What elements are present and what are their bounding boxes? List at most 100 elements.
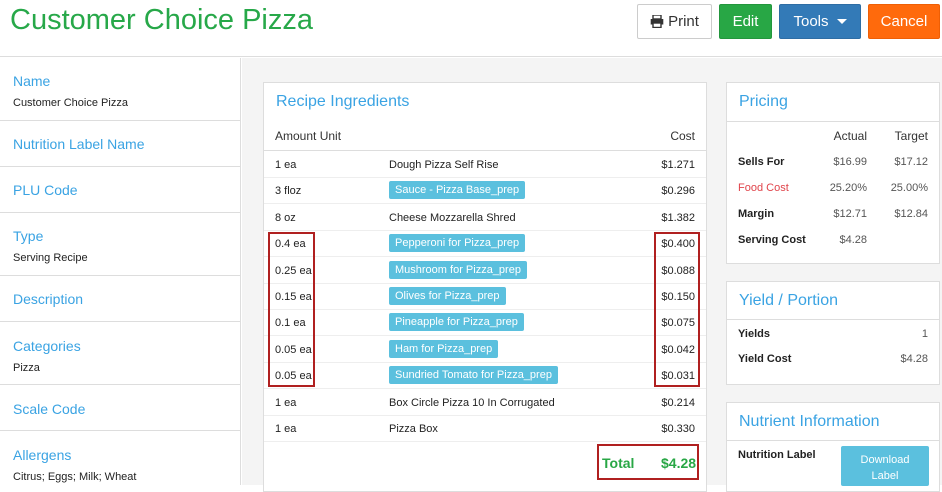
amount-highlight-box: [268, 232, 315, 387]
pricing-row: Margin $12.71 $12.84: [727, 208, 939, 228]
tools-dropdown-button[interactable]: Tools: [779, 4, 861, 39]
ingredient-amount: 0.05 ea: [275, 370, 312, 383]
ingredient-cost: $0.296: [661, 185, 695, 198]
total-highlight-box: [597, 444, 699, 480]
field-label: Allergens: [13, 447, 72, 463]
page-title: Customer Choice Pizza: [10, 4, 313, 36]
field-value: Citrus; Eggs; Milk; Wheat: [13, 471, 137, 483]
field-value: Serving Recipe: [13, 252, 88, 264]
field-allergens: Allergens Citrus; Eggs; Milk; Wheat: [0, 431, 240, 491]
edit-button[interactable]: Edit: [719, 4, 772, 39]
ingredient-row: 0.05 ea Sundried Tomato for Pizza_prep $0.…: [264, 363, 706, 390]
field-type: Type Serving Recipe: [0, 213, 240, 276]
field-name: Name Customer Choice Pizza: [0, 58, 240, 121]
column-target: Target: [894, 129, 928, 143]
ingredient-name: Box Circle Pizza 10 In Corrugated: [389, 396, 555, 409]
field-label: Type: [13, 228, 44, 244]
pricing-label: Sells For: [738, 156, 785, 168]
recipe-details-sidebar: Name Customer Choice Pizza Nutrition Lab…: [0, 58, 241, 485]
prep-recipe-link[interactable]: Ham for Pizza_prep: [389, 339, 499, 358]
ingredients-header-row: Amount Unit Cost: [264, 127, 706, 151]
yield-value: 1: [921, 328, 928, 340]
print-label: Print: [668, 13, 699, 30]
ingredient-amount: 0.4 ea: [275, 238, 306, 251]
prep-recipe-link[interactable]: Mushroom for Pizza_prep: [389, 260, 527, 279]
ingredient-row: 0.4 ea Pepperoni for Pizza_prep $0.400: [264, 231, 706, 258]
field-label: Name: [13, 73, 51, 89]
ingredient-row: 0.1 ea Pineapple for Pizza_prep $0.075: [264, 310, 706, 337]
recipe-ingredients-panel: Recipe Ingredients Amount Unit Cost 1 ea…: [263, 82, 707, 492]
pricing-label: Food Cost: [738, 182, 789, 194]
ingredient-cost: $0.150: [661, 291, 695, 303]
page-header: Customer Choice Pizza Print Edit Tools C…: [0, 0, 942, 57]
yield-cost-row: Yield Cost $4.28: [727, 353, 939, 373]
nutrient-information-panel: Nutrient Information Nutrition Label Dow…: [726, 402, 940, 492]
field-label: Scale Code: [13, 401, 86, 417]
field-label: Nutrition Label Name: [13, 136, 145, 152]
pricing-actual: 25.20%: [829, 182, 867, 194]
yield-label: Yield Cost: [738, 353, 792, 365]
prep-recipe-link[interactable]: Sundried Tomato for Pizza_prep: [389, 366, 558, 385]
panel-title: Yield / Portion: [739, 292, 839, 309]
pricing-label: Margin: [738, 208, 775, 220]
ingredient-amount: 1 ea: [275, 396, 297, 409]
total-value: $4.28: [661, 455, 697, 471]
tools-label: Tools: [793, 13, 829, 30]
print-button[interactable]: Print: [637, 4, 712, 39]
ingredient-cost: $0.088: [661, 264, 695, 277]
ingredient-row: 8 oz Cheese Mozzarella Shred $1.382: [264, 205, 706, 231]
ingredient-row: 1 ea Dough Pizza Self Rise $1.271: [264, 152, 706, 178]
prep-recipe-link[interactable]: Sauce - Pizza Base_prep: [389, 181, 526, 200]
ingredient-cost: $0.031: [661, 370, 695, 383]
ingredient-name: Dough Pizza Self Rise: [389, 159, 499, 171]
pricing-actual: $4.28: [839, 234, 867, 246]
printer-icon: [650, 15, 664, 28]
panel-title: Nutrient Information: [739, 413, 880, 430]
yield-label: Yields: [738, 328, 770, 340]
field-description: Description: [0, 276, 240, 322]
field-scale-code: Scale Code: [0, 385, 240, 431]
ingredient-row: 0.25 ea Mushroom for Pizza_prep $0.088: [264, 258, 706, 284]
yield-value: $4.28: [900, 353, 928, 365]
pricing-label: Serving Cost: [738, 234, 806, 246]
prep-recipe-link[interactable]: Pineapple for Pizza_prep: [389, 313, 524, 332]
field-label: Categories: [13, 338, 81, 354]
pricing-row: Food Cost 25.20% 25.00%: [727, 182, 939, 202]
ingredient-name: Cheese Mozzarella Shred: [389, 211, 516, 224]
ingredient-row: 3 floz Sauce - Pizza Base_prep $0.296: [264, 178, 706, 205]
cancel-button[interactable]: Cancel: [868, 4, 940, 39]
ingredient-row: 1 ea Pizza Box $0.330: [264, 416, 706, 442]
download-label-line2: Label: [871, 470, 899, 482]
caret-down-icon: [836, 19, 847, 24]
prep-recipe-link[interactable]: Olives for Pizza_prep: [389, 287, 506, 305]
field-label: PLU Code: [13, 182, 78, 198]
ingredient-cost: $0.075: [661, 317, 695, 330]
yield-portion-panel: Yield / Portion Yields 1 Yield Cost $4.2…: [726, 281, 940, 385]
ingredient-cost: $0.400: [661, 238, 695, 251]
pricing-actual: $12.71: [833, 208, 867, 220]
ingredient-cost: $0.042: [661, 343, 695, 356]
download-label-button[interactable]: Download Label: [841, 446, 929, 486]
nutrition-label-text: Nutrition Label: [738, 449, 816, 461]
field-label: Description: [13, 291, 84, 307]
column-actual: Actual: [833, 129, 867, 143]
pricing-target: 25.00%: [890, 182, 928, 194]
column-cost: Cost: [670, 129, 695, 143]
ingredient-cost: $0.330: [661, 423, 695, 435]
ingredient-cost: $0.214: [661, 396, 695, 409]
panel-title: Recipe Ingredients: [276, 93, 410, 110]
ingredient-row: 1 ea Box Circle Pizza 10 In Corrugated $0.…: [264, 390, 706, 416]
ingredient-row: 0.05 ea Ham for Pizza_prep $0.042: [264, 337, 706, 363]
field-value: Pizza: [13, 362, 40, 374]
ingredient-cost: $1.271: [661, 159, 695, 171]
ingredient-amount: 0.05 ea: [275, 343, 312, 356]
panel-title: Pricing: [739, 93, 788, 110]
pricing-row: Sells For $16.99 $17.12: [727, 156, 939, 176]
ingredient-amount: 8 oz: [275, 211, 296, 224]
pricing-actual: $16.99: [833, 156, 867, 168]
field-categories: Categories Pizza: [0, 322, 240, 385]
field-nutrition-label-name: Nutrition Label Name: [0, 121, 240, 167]
ingredient-amount: 1 ea: [275, 159, 297, 171]
prep-recipe-link[interactable]: Pepperoni for Pizza_prep: [389, 234, 526, 253]
download-label-line1: Download: [860, 454, 910, 466]
